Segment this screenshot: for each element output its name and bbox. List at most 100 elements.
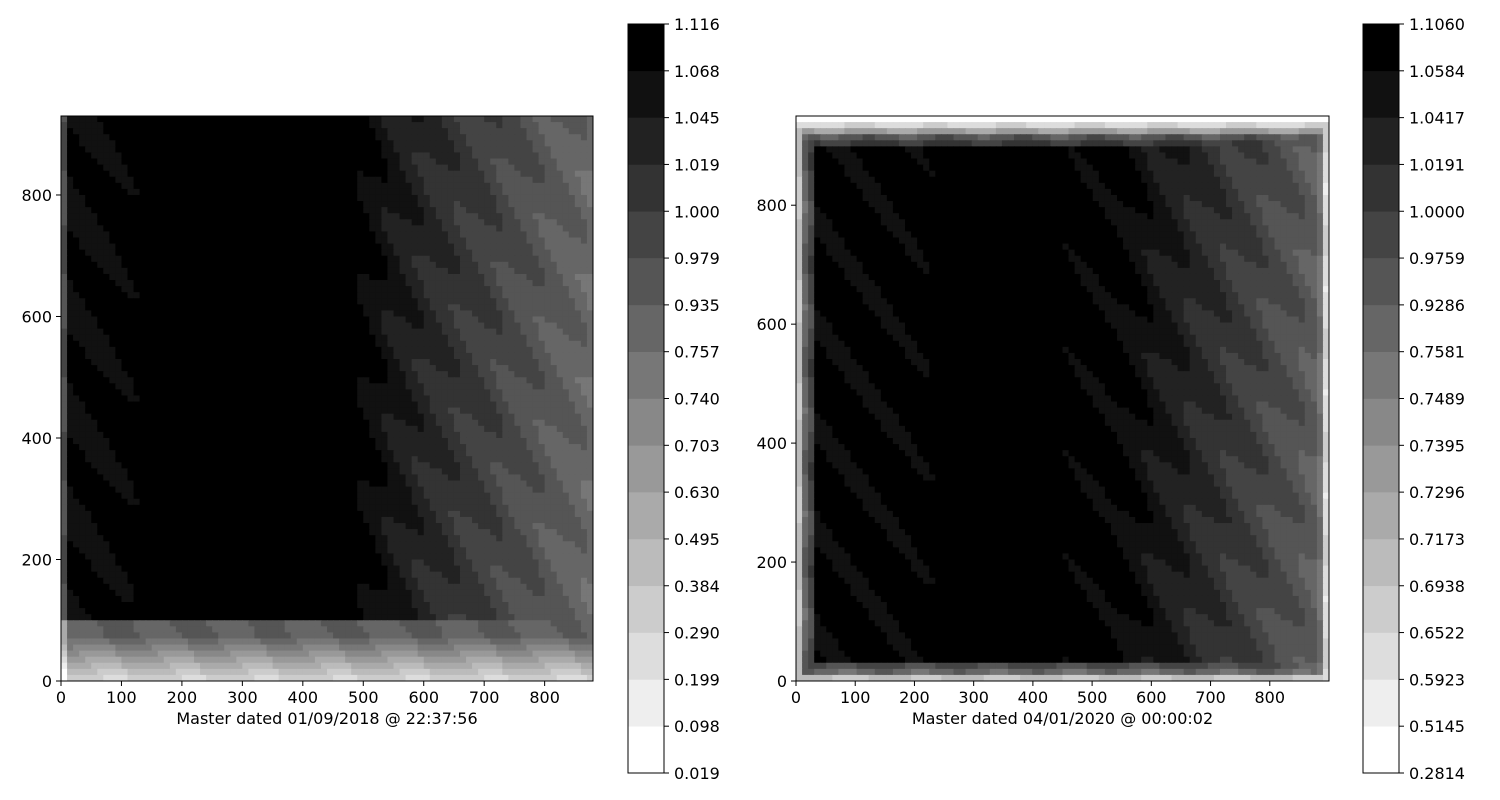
colorbar-band	[628, 632, 664, 680]
x-tick-label: 0	[56, 688, 66, 707]
x-tick-label: 200	[899, 688, 930, 707]
x-tick-label: 100	[840, 688, 871, 707]
axes-frame	[795, 115, 1330, 682]
colorbar-tick-label: 0.019	[674, 764, 720, 783]
colorbar-band	[628, 211, 664, 259]
colorbar-band	[1363, 679, 1399, 727]
image-panel-1	[61, 116, 593, 681]
x-axis-label: Master dated 01/09/2018 @ 22:37:56	[176, 709, 477, 728]
colorbar-band	[1363, 492, 1399, 540]
colorbar-tick-label: 0.2814	[1409, 764, 1465, 783]
y-tick-label: 0	[777, 672, 787, 691]
x-tick-label: 100	[106, 688, 137, 707]
colorbar-tick-label: 1.0191	[1409, 155, 1465, 174]
colorbar-tick-label: 0.7173	[1409, 530, 1465, 549]
colorbar-tick-label: 1.0417	[1409, 109, 1465, 128]
y-tick-label: 800	[21, 186, 52, 205]
colorbar-tick-label: 0.740	[674, 390, 720, 409]
y-tick-label: 0	[42, 672, 52, 691]
y-tick-label: 600	[756, 315, 787, 334]
panel-1: 0 100 200 300 400 500 600 700 800 0 200 400 600 800 Ma…	[21, 15, 719, 783]
colorbar-tick-label: 0.098	[674, 717, 720, 736]
colorbar-tick-label: 0.757	[674, 343, 720, 362]
colorbar-band	[628, 726, 664, 774]
colorbar: 0.019 0.098 0.199 0.290 0.384 0.495 0.630 0.703…	[627, 15, 720, 783]
x-tick-label: 600	[408, 688, 439, 707]
y-tick-label: 400	[756, 434, 787, 453]
colorbar-tick-label: 0.6938	[1409, 577, 1465, 596]
colorbar-band	[628, 398, 664, 446]
x-tick-label: 800	[529, 688, 560, 707]
colorbar-band	[628, 24, 664, 72]
colorbar-band	[628, 492, 664, 540]
colorbar-band	[628, 585, 664, 633]
colorbar-band	[1363, 164, 1399, 212]
colorbar-tick-label: 0.7489	[1409, 390, 1465, 409]
x-tick-label: 500	[348, 688, 379, 707]
colorbar-tick-label: 0.384	[674, 577, 720, 596]
colorbar-tick-label: 0.199	[674, 670, 720, 689]
colorbar-band	[1363, 70, 1399, 118]
y-tick-label: 200	[756, 553, 787, 572]
colorbar-tick-label: 0.6522	[1409, 624, 1465, 643]
x-axis-label: Master dated 04/01/2020 @ 00:00:02	[912, 709, 1213, 728]
x-tick-label: 300	[227, 688, 258, 707]
colorbar-tick-label: 0.5923	[1409, 670, 1465, 689]
colorbar-band	[1363, 258, 1399, 306]
colorbar-band	[1363, 726, 1399, 774]
colorbar-tick-label: 0.9759	[1409, 249, 1465, 268]
colorbar-tick-label: 0.703	[674, 436, 720, 455]
colorbar-tick-label: 0.979	[674, 249, 720, 268]
colorbar-band	[628, 117, 664, 165]
y-tick-label: 400	[21, 429, 52, 448]
image-panel-2	[796, 116, 1329, 681]
y-tick-label: 200	[21, 550, 52, 569]
colorbar-band	[1363, 398, 1399, 446]
colorbar-tick-label: 0.495	[674, 530, 720, 549]
colorbar-tick-label: 1.0584	[1409, 62, 1465, 81]
colorbar-band	[1363, 585, 1399, 633]
x-tick-label: 500	[1077, 688, 1108, 707]
colorbar-tick-label: 0.935	[674, 296, 720, 315]
colorbar-band	[1363, 211, 1399, 259]
colorbar-tick-label: 1.045	[674, 109, 720, 128]
x-tick-label: 0	[791, 688, 801, 707]
colorbar-tick-label: 1.1060	[1409, 15, 1465, 34]
y-tick-label: 600	[21, 307, 52, 326]
colorbar-band	[1363, 445, 1399, 493]
colorbar-band	[628, 304, 664, 352]
colorbar-band	[628, 445, 664, 493]
colorbar-tick-label: 0.7296	[1409, 483, 1465, 502]
x-tick-label: 400	[1018, 688, 1049, 707]
colorbar-band	[1363, 351, 1399, 399]
x-tick-label: 200	[167, 688, 198, 707]
colorbar-band	[628, 164, 664, 212]
colorbar-tick-label: 1.000	[674, 202, 720, 221]
colorbar-band	[1363, 632, 1399, 680]
colorbar: 0.2814 0.5145 0.5923 0.6522 0.6938 0.7173 0.72…	[1362, 15, 1465, 783]
colorbar-band	[628, 351, 664, 399]
x-tick-label: 300	[958, 688, 989, 707]
colorbar-band	[628, 258, 664, 306]
colorbar-tick-label: 0.630	[674, 483, 720, 502]
colorbar-tick-label: 0.7395	[1409, 436, 1465, 455]
colorbar-band	[1363, 117, 1399, 165]
x-tick-label: 800	[1255, 688, 1286, 707]
colorbar-tick-label: 0.9286	[1409, 296, 1465, 315]
x-tick-label: 400	[288, 688, 319, 707]
colorbar-tick-label: 1.116	[674, 15, 720, 34]
colorbar-tick-label: 1.0000	[1409, 202, 1465, 221]
colorbar-band	[1363, 304, 1399, 352]
x-tick-label: 600	[1136, 688, 1167, 707]
x-tick-label: 700	[469, 688, 500, 707]
colorbar-band	[628, 538, 664, 587]
colorbar-band	[1363, 24, 1399, 72]
axes-frame	[60, 115, 594, 682]
colorbar-tick-label: 0.5145	[1409, 717, 1465, 736]
colorbar-tick-label: 0.7581	[1409, 343, 1465, 362]
colorbar-band	[628, 679, 664, 727]
colorbar-tick-label: 1.068	[674, 62, 720, 81]
panel-2: 0 100 200 300 400 500 600 700 800 0 200 400 600 800 Ma…	[756, 15, 1465, 783]
colorbar-band	[628, 70, 664, 118]
